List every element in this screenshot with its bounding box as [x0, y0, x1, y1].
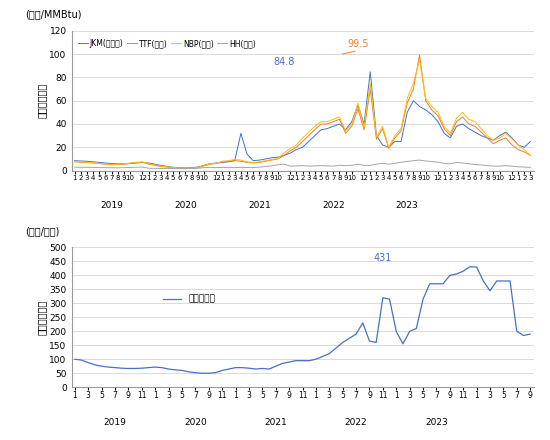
NBP(英国)	[441, 124, 448, 129]
Text: 99.5: 99.5	[347, 40, 369, 49]
Text: 84.8: 84.8	[273, 57, 295, 67]
HH(米国)	[490, 164, 497, 169]
NBP(英国)	[527, 153, 534, 158]
Y-axis label: ガス市場価格: ガス市場価格	[37, 83, 47, 118]
Text: 2023: 2023	[425, 418, 448, 427]
TTF(欧州)	[416, 52, 423, 57]
Text: 2020: 2020	[174, 202, 197, 210]
豪州一般炭	[145, 365, 152, 370]
豪州一般炭	[199, 370, 205, 376]
Line: JKM(アジア): JKM(アジア)	[75, 72, 530, 168]
Text: (ドル/MMBtu): (ドル/MMBtu)	[25, 10, 82, 20]
NBP(英国)	[182, 165, 189, 171]
NBP(英国)	[459, 110, 466, 115]
Text: (ドル/トン): (ドル/トン)	[25, 226, 59, 236]
豪州一般炭	[520, 333, 527, 338]
Line: TTF(欧州): TTF(欧州)	[75, 55, 530, 169]
Text: 2022: 2022	[322, 202, 345, 210]
JKM(アジア)	[441, 131, 448, 136]
HH(米国)	[459, 160, 466, 165]
Text: 2022: 2022	[345, 418, 367, 427]
Text: 2021: 2021	[265, 418, 287, 427]
JKM(アジア)	[459, 121, 466, 127]
NBP(英国)	[447, 131, 454, 136]
Text: 2021: 2021	[248, 202, 271, 210]
TTF(欧州)	[428, 107, 435, 113]
JKM(アジア)	[428, 112, 435, 117]
豪州一般炭	[426, 281, 433, 286]
TTF(欧州)	[490, 141, 497, 147]
TTF(欧州)	[459, 114, 466, 120]
HH(米国)	[441, 161, 448, 166]
Legend: JKM(アジア), TTF(欧州), NBP(英国), HH(米国): JKM(アジア), TTF(欧州), NBP(英国), HH(米国)	[75, 36, 258, 51]
NBP(英国)	[72, 159, 78, 164]
JKM(アジア)	[490, 138, 497, 143]
豪州一般炭	[158, 365, 165, 370]
TTF(欧州)	[72, 159, 78, 165]
NBP(英国)	[490, 138, 497, 143]
豪州一般炭	[339, 340, 346, 345]
Line: 豪州一般炭: 豪州一般炭	[75, 267, 530, 373]
NBP(英国)	[416, 57, 423, 62]
Text: 2020: 2020	[184, 418, 207, 427]
Y-axis label: 石炭市場価格: 石炭市場価格	[37, 300, 47, 335]
Text: 2019: 2019	[100, 202, 123, 210]
豪州一般炭	[527, 331, 534, 337]
JKM(アジア)	[447, 136, 454, 141]
Legend: 豪州一般炭: 豪州一般炭	[159, 291, 218, 307]
豪州一般炭	[105, 364, 112, 370]
HH(米国)	[108, 165, 115, 170]
HH(米国)	[182, 166, 189, 172]
HH(米国)	[416, 158, 423, 163]
Text: 431: 431	[373, 253, 392, 263]
Text: 2019: 2019	[103, 418, 127, 427]
JKM(アジア)	[182, 165, 189, 171]
HH(米国)	[447, 161, 454, 166]
NBP(英国)	[428, 104, 435, 109]
TTF(欧州)	[527, 153, 534, 158]
JKM(アジア)	[367, 69, 373, 74]
HH(米国)	[72, 165, 78, 170]
TTF(欧州)	[441, 126, 448, 131]
TTF(欧州)	[108, 162, 115, 167]
TTF(欧州)	[182, 166, 189, 171]
TTF(欧州)	[447, 133, 454, 138]
豪州一般炭	[72, 356, 78, 362]
HH(米国)	[428, 159, 435, 164]
HH(米国)	[527, 165, 534, 170]
Line: HH(米国): HH(米国)	[75, 160, 530, 169]
Line: NBP(英国): NBP(英国)	[75, 60, 530, 168]
Text: 2023: 2023	[396, 202, 419, 210]
JKM(アジア)	[108, 161, 115, 166]
JKM(アジア)	[527, 139, 534, 144]
NBP(英国)	[108, 162, 115, 167]
JKM(アジア)	[72, 158, 78, 163]
豪州一般炭	[466, 264, 473, 269]
